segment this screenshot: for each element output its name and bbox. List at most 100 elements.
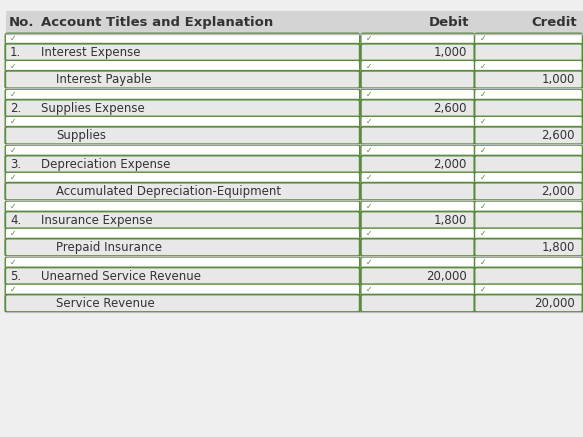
FancyBboxPatch shape [6,11,583,34]
FancyBboxPatch shape [361,228,475,239]
FancyBboxPatch shape [5,60,360,72]
Text: ✓: ✓ [10,146,16,155]
FancyBboxPatch shape [361,100,475,117]
FancyBboxPatch shape [361,71,475,88]
Text: No.: No. [9,16,34,29]
FancyBboxPatch shape [475,145,582,156]
Text: ✓: ✓ [480,62,486,70]
FancyBboxPatch shape [361,239,475,256]
FancyBboxPatch shape [5,116,360,128]
FancyBboxPatch shape [5,33,360,45]
Text: Depreciation Expense: Depreciation Expense [41,158,171,171]
FancyBboxPatch shape [475,228,582,239]
Text: 3.: 3. [10,158,21,171]
FancyBboxPatch shape [475,100,582,117]
Text: ✓: ✓ [480,258,486,267]
FancyBboxPatch shape [361,145,475,156]
FancyBboxPatch shape [5,284,360,295]
Text: 1,000: 1,000 [542,73,575,86]
Text: 2.: 2. [10,102,21,115]
Text: Debit: Debit [429,16,469,29]
FancyBboxPatch shape [361,172,475,184]
Text: ✓: ✓ [366,285,372,294]
FancyBboxPatch shape [5,127,360,144]
FancyBboxPatch shape [5,228,360,239]
FancyBboxPatch shape [361,116,475,128]
FancyBboxPatch shape [475,89,582,101]
FancyBboxPatch shape [5,212,360,229]
Text: ✓: ✓ [480,35,486,43]
Text: Accumulated Depreciation-Equipment: Accumulated Depreciation-Equipment [56,185,281,198]
Text: 20,000: 20,000 [426,270,467,283]
Text: Supplies: Supplies [56,129,106,142]
FancyBboxPatch shape [475,172,582,184]
FancyBboxPatch shape [361,267,475,285]
FancyBboxPatch shape [361,60,475,72]
FancyBboxPatch shape [5,145,360,156]
Text: ✓: ✓ [10,229,16,238]
Text: ✓: ✓ [480,173,486,182]
FancyBboxPatch shape [5,295,360,312]
Text: ✓: ✓ [366,229,372,238]
Text: ✓: ✓ [10,90,16,99]
Text: ✓: ✓ [10,285,16,294]
FancyBboxPatch shape [5,89,360,101]
FancyBboxPatch shape [5,239,360,256]
Text: ✓: ✓ [366,118,372,126]
FancyBboxPatch shape [361,89,475,101]
Text: ✓: ✓ [366,35,372,43]
FancyBboxPatch shape [361,212,475,229]
FancyBboxPatch shape [5,156,360,173]
FancyBboxPatch shape [361,156,475,173]
Text: Credit: Credit [532,16,577,29]
Text: 1,800: 1,800 [434,214,467,227]
Text: Account Titles and Explanation: Account Titles and Explanation [41,16,273,29]
FancyBboxPatch shape [361,127,475,144]
FancyBboxPatch shape [475,201,582,212]
FancyBboxPatch shape [361,44,475,61]
FancyBboxPatch shape [475,257,582,268]
Text: ✓: ✓ [366,146,372,155]
Text: Interest Expense: Interest Expense [41,46,141,59]
Text: 4.: 4. [10,214,21,227]
Text: Unearned Service Revenue: Unearned Service Revenue [41,270,201,283]
FancyBboxPatch shape [5,183,360,200]
Text: ✓: ✓ [10,35,16,43]
FancyBboxPatch shape [5,267,360,285]
Text: Prepaid Insurance: Prepaid Insurance [56,241,162,254]
FancyBboxPatch shape [5,201,360,212]
Text: ✓: ✓ [10,62,16,70]
Text: 2,600: 2,600 [434,102,467,115]
FancyBboxPatch shape [5,44,360,61]
Text: ✓: ✓ [10,173,16,182]
Text: 1.: 1. [10,46,21,59]
FancyBboxPatch shape [475,295,582,312]
Text: Interest Payable: Interest Payable [56,73,152,86]
FancyBboxPatch shape [475,284,582,295]
Text: 1,000: 1,000 [434,46,467,59]
FancyBboxPatch shape [475,33,582,45]
Text: ✓: ✓ [366,173,372,182]
Text: 2,000: 2,000 [542,185,575,198]
FancyBboxPatch shape [475,116,582,128]
Text: ✓: ✓ [10,258,16,267]
FancyBboxPatch shape [361,284,475,295]
FancyBboxPatch shape [361,201,475,212]
FancyBboxPatch shape [361,257,475,268]
Text: 20,000: 20,000 [534,297,575,310]
Text: ✓: ✓ [366,62,372,70]
Text: ✓: ✓ [366,258,372,267]
Text: ✓: ✓ [10,202,16,211]
Text: Supplies Expense: Supplies Expense [41,102,145,115]
FancyBboxPatch shape [475,156,582,173]
Text: ✓: ✓ [366,202,372,211]
Text: ✓: ✓ [480,146,486,155]
Text: 2,000: 2,000 [434,158,467,171]
Text: ✓: ✓ [10,118,16,126]
Text: ✓: ✓ [480,229,486,238]
Text: ✓: ✓ [366,90,372,99]
FancyBboxPatch shape [5,257,360,268]
FancyBboxPatch shape [475,212,582,229]
FancyBboxPatch shape [361,33,475,45]
FancyBboxPatch shape [475,239,582,256]
